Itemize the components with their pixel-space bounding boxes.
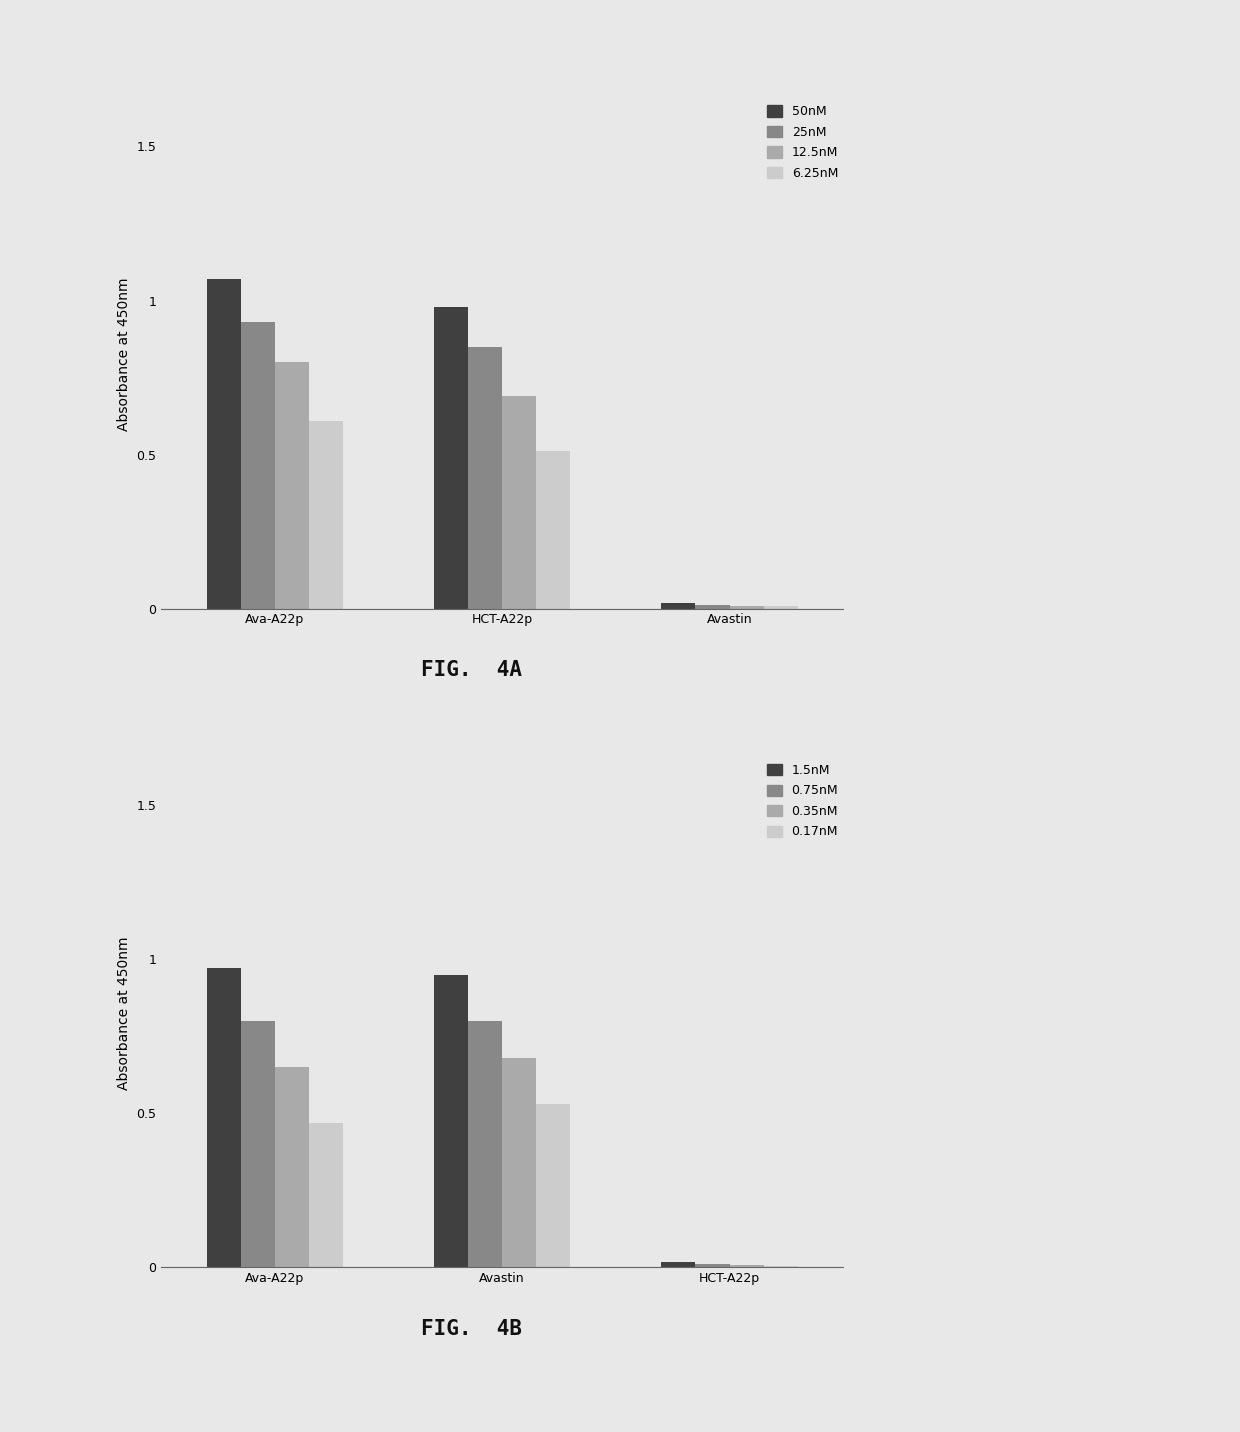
Bar — [536, 1104, 570, 1267]
Bar — [696, 604, 729, 609]
Bar — [309, 421, 343, 609]
Bar — [764, 606, 797, 609]
Bar — [275, 1067, 309, 1267]
Bar — [469, 1021, 502, 1267]
Bar — [309, 1123, 343, 1267]
Bar — [207, 279, 241, 609]
Text: FIG.  4B: FIG. 4B — [420, 1319, 522, 1339]
Bar — [729, 1264, 764, 1267]
Bar — [241, 322, 275, 609]
Bar — [536, 451, 570, 609]
Bar — [502, 397, 536, 609]
Text: FIG.  4A: FIG. 4A — [420, 660, 522, 680]
Legend: 1.5nM, 0.75nM, 0.35nM, 0.17nM: 1.5nM, 0.75nM, 0.35nM, 0.17nM — [761, 759, 843, 843]
Bar — [661, 1262, 696, 1267]
Bar — [469, 347, 502, 609]
Bar — [696, 1263, 729, 1267]
Bar — [764, 1266, 797, 1267]
Bar — [502, 1058, 536, 1267]
Bar — [434, 306, 469, 609]
Bar — [275, 362, 309, 609]
Legend: 50nM, 25nM, 12.5nM, 6.25nM: 50nM, 25nM, 12.5nM, 6.25nM — [761, 100, 843, 185]
Bar — [241, 1021, 275, 1267]
Y-axis label: Absorbance at 450nm: Absorbance at 450nm — [117, 278, 130, 431]
Bar — [207, 968, 241, 1267]
Bar — [729, 606, 764, 609]
Bar — [434, 975, 469, 1267]
Y-axis label: Absorbance at 450nm: Absorbance at 450nm — [117, 937, 130, 1090]
Bar — [661, 603, 696, 609]
